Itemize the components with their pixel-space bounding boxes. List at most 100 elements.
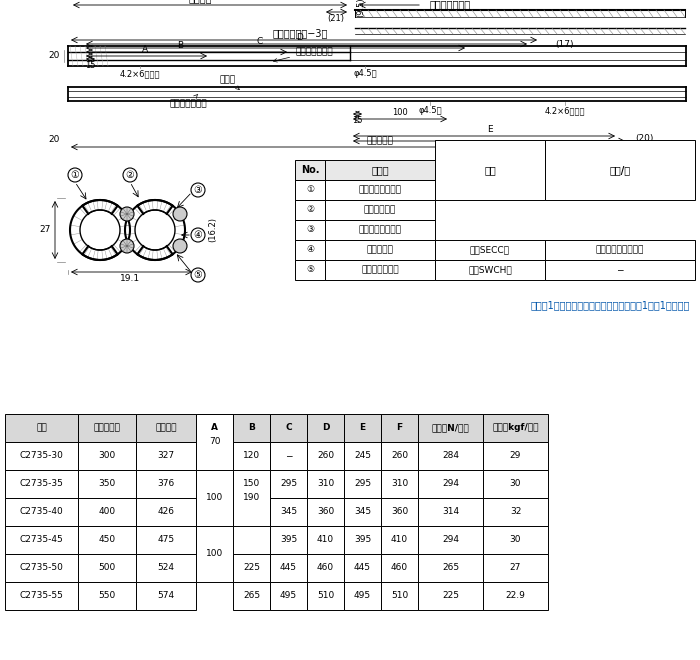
Text: 移動距離: 移動距離 xyxy=(188,0,211,3)
Bar xyxy=(381,526,418,554)
Bar xyxy=(78,470,136,498)
Text: (9.5): (9.5) xyxy=(356,0,365,16)
Text: C2735-55: C2735-55 xyxy=(20,591,64,601)
Text: 仕上/色: 仕上/色 xyxy=(610,165,631,175)
Text: E: E xyxy=(487,125,493,134)
Bar xyxy=(344,414,381,442)
Text: 550: 550 xyxy=(99,591,116,601)
Text: 295: 295 xyxy=(280,480,297,488)
Bar xyxy=(381,414,418,442)
Text: 同一または以下: 同一または以下 xyxy=(430,0,471,9)
Bar xyxy=(233,414,270,442)
Text: ④: ④ xyxy=(306,246,314,255)
Text: 350: 350 xyxy=(99,480,116,488)
Text: C: C xyxy=(285,424,292,432)
Text: φ4.5穴: φ4.5穴 xyxy=(354,69,377,78)
Circle shape xyxy=(173,207,187,221)
Text: −: − xyxy=(616,265,624,275)
Text: 鉄（SECC）: 鉄（SECC） xyxy=(470,246,510,255)
Text: ①: ① xyxy=(306,185,314,195)
Text: 475: 475 xyxy=(158,535,174,544)
Bar xyxy=(233,554,270,582)
Circle shape xyxy=(123,168,137,182)
Bar xyxy=(270,554,307,582)
Circle shape xyxy=(120,239,134,253)
Text: 材料: 材料 xyxy=(484,165,496,175)
Text: (20): (20) xyxy=(635,135,653,143)
Text: ③: ③ xyxy=(194,185,202,195)
Text: 295: 295 xyxy=(354,480,371,488)
Bar xyxy=(381,554,418,582)
Bar xyxy=(344,526,381,554)
Circle shape xyxy=(173,239,187,253)
Bar xyxy=(418,554,483,582)
Bar xyxy=(78,582,136,610)
Text: 510: 510 xyxy=(317,591,334,601)
Bar xyxy=(381,582,418,610)
Text: 15: 15 xyxy=(351,116,363,125)
Text: 245: 245 xyxy=(354,451,371,461)
Text: D: D xyxy=(297,34,303,42)
Text: 314: 314 xyxy=(442,508,459,517)
Bar xyxy=(307,414,344,442)
Text: 鉄（SWCH）: 鉄（SWCH） xyxy=(468,265,512,275)
Text: 部品名: 部品名 xyxy=(371,165,388,175)
Text: 190: 190 xyxy=(243,494,260,502)
Text: 327: 327 xyxy=(158,451,174,461)
Bar xyxy=(483,526,548,554)
Text: 120: 120 xyxy=(243,451,260,461)
Text: D: D xyxy=(322,424,329,432)
Bar xyxy=(418,470,483,498)
Text: 30: 30 xyxy=(510,535,522,544)
Text: 445: 445 xyxy=(354,564,371,572)
Text: C2735-30: C2735-30 xyxy=(20,451,64,461)
Text: 260: 260 xyxy=(317,451,334,461)
Text: ⑤: ⑤ xyxy=(194,270,202,280)
Bar xyxy=(233,470,270,526)
Text: 19.1: 19.1 xyxy=(120,274,140,283)
Text: スチールボール: スチールボール xyxy=(361,265,399,275)
Text: No.: No. xyxy=(301,165,319,175)
Circle shape xyxy=(120,207,134,221)
Text: 300: 300 xyxy=(99,451,116,461)
Bar xyxy=(136,526,196,554)
Text: A: A xyxy=(142,46,148,55)
Text: 27: 27 xyxy=(40,226,51,234)
Bar xyxy=(344,442,381,470)
Bar xyxy=(307,582,344,610)
Bar xyxy=(270,442,307,470)
Text: 15: 15 xyxy=(85,61,95,69)
Text: 510: 510 xyxy=(391,591,408,601)
Text: F: F xyxy=(396,424,402,432)
Text: 260: 260 xyxy=(391,451,408,461)
Bar xyxy=(5,526,78,554)
Bar xyxy=(136,470,196,498)
Text: −: − xyxy=(285,451,293,461)
Bar xyxy=(381,470,418,498)
Text: E: E xyxy=(359,424,365,432)
Bar xyxy=(435,260,545,280)
Text: 294: 294 xyxy=(442,480,459,488)
Text: レバー: レバー xyxy=(220,75,239,90)
Bar xyxy=(196,526,233,582)
Bar xyxy=(136,414,196,442)
Text: 495: 495 xyxy=(280,591,297,601)
Text: 395: 395 xyxy=(280,535,297,544)
Bar xyxy=(136,554,196,582)
Bar xyxy=(270,526,307,554)
Text: 450: 450 xyxy=(99,535,116,544)
Text: ①: ① xyxy=(71,170,79,180)
Text: 294: 294 xyxy=(442,535,459,544)
Text: 265: 265 xyxy=(243,591,260,601)
Bar xyxy=(545,260,695,280)
Bar xyxy=(233,582,270,610)
Text: A: A xyxy=(211,424,218,432)
Text: 460: 460 xyxy=(391,564,408,572)
Text: 310: 310 xyxy=(391,480,408,488)
Text: 20: 20 xyxy=(48,135,60,145)
Text: B: B xyxy=(177,42,183,51)
Text: リテーナー: リテーナー xyxy=(367,246,393,255)
Bar xyxy=(545,240,695,260)
Bar xyxy=(196,414,233,442)
Bar xyxy=(325,180,435,200)
